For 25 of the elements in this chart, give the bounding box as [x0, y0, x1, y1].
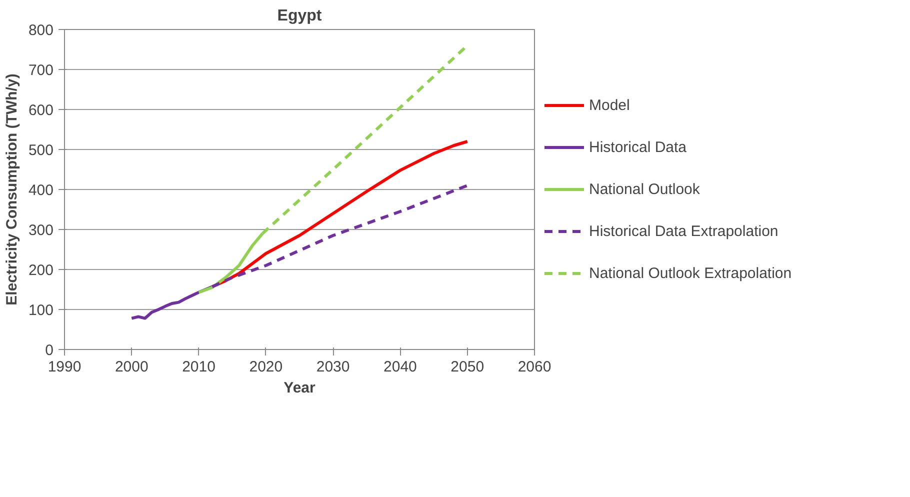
- x-tick-label: 2010: [182, 358, 216, 376]
- x-tick-label: 2000: [114, 358, 148, 376]
- x-tick-label: 2030: [316, 358, 350, 376]
- x-tick-label: 1990: [48, 358, 82, 376]
- y-tick-label: 500: [28, 142, 54, 159]
- y-tick-label: 700: [28, 62, 54, 79]
- x-tick-label: 2060: [518, 358, 552, 376]
- chart-title: Egypt: [277, 8, 322, 24]
- y-tick-label: 800: [28, 22, 54, 39]
- x-tick-label: 2050: [450, 358, 484, 376]
- x-tick-label: 2040: [384, 358, 417, 376]
- legend-label: Historical Data: [589, 138, 687, 156]
- y-tick-label: 400: [28, 182, 54, 199]
- y-tick-label: 0: [45, 342, 54, 359]
- y-tick-label: 600: [28, 102, 54, 119]
- x-axis-title: Year: [284, 380, 316, 396]
- legend-label: National Outlook Extrapolation: [589, 264, 792, 282]
- legend-label: Model: [589, 96, 630, 114]
- y-tick-label: 100: [28, 302, 54, 319]
- legend-label: National Outlook: [589, 180, 700, 198]
- x-tick-label: 2020: [249, 358, 283, 376]
- y-tick-label: 200: [28, 262, 54, 279]
- legend-label: Historical Data Extrapolation: [589, 222, 778, 240]
- y-tick-label: 300: [28, 222, 54, 239]
- y-axis-title: Electricity Consumption (TWh/y): [3, 74, 20, 306]
